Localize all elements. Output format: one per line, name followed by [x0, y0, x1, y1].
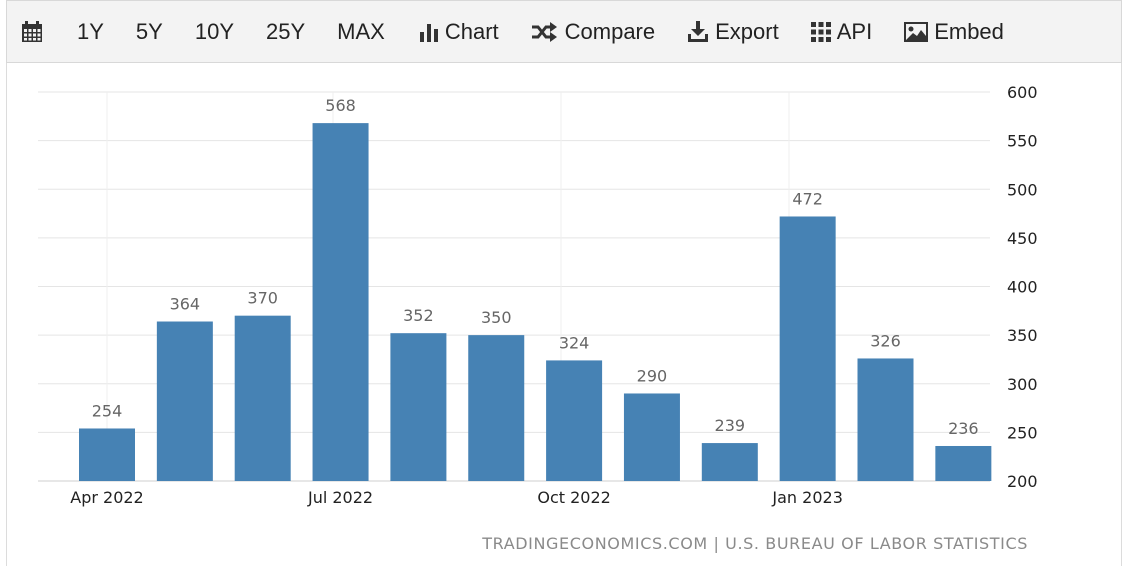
x-axis-ticks: Apr 2022 Jul 2022 Oct 2022 Jan 2023 — [70, 488, 843, 507]
data-label: 364 — [170, 295, 201, 314]
range-max-button[interactable]: MAX — [337, 18, 385, 44]
data-label: 370 — [247, 289, 278, 308]
chart-button-label: Chart — [444, 18, 499, 44]
range-5y-button[interactable]: 5Y — [135, 18, 163, 44]
x-tick-label: Oct 2022 — [537, 488, 610, 507]
bar[interactable] — [468, 335, 525, 481]
bar[interactable] — [390, 333, 447, 481]
bar-chart-icon — [419, 23, 438, 42]
y-tick-label: 350 — [1007, 326, 1038, 345]
y-tick-label: 300 — [1007, 375, 1038, 394]
bar[interactable] — [935, 445, 992, 481]
x-tick-label: Jul 2022 — [307, 488, 373, 507]
data-label: 350 — [481, 308, 512, 327]
range-1y-button[interactable]: 1Y — [77, 18, 104, 44]
bar[interactable] — [156, 321, 213, 481]
bar[interactable] — [857, 358, 914, 481]
y-tick-label: 450 — [1007, 229, 1038, 248]
source-credit: TRADINGECONOMICS.COM | U.S. BUREAU OF LA… — [482, 534, 1028, 553]
y-tick-label: 250 — [1007, 423, 1038, 442]
y-tick-label: 550 — [1007, 132, 1038, 151]
y-tick-label: 400 — [1007, 278, 1038, 297]
y-tick-label: 200 — [1007, 472, 1038, 491]
data-label: 254 — [92, 401, 123, 420]
bar[interactable] — [312, 123, 369, 482]
data-labels: 254 364 370 568 352 350 324 290 239 472 326 236 — [92, 96, 979, 438]
grid-icon — [810, 21, 831, 42]
bar[interactable] — [779, 216, 836, 482]
compare-button-label: Compare — [564, 18, 656, 44]
bar[interactable] — [623, 393, 680, 481]
data-label: 236 — [948, 419, 979, 438]
bar[interactable] — [546, 360, 603, 481]
bar[interactable] — [79, 428, 135, 481]
download-icon — [688, 20, 709, 42]
bar[interactable] — [234, 315, 291, 481]
data-label: 568 — [325, 96, 356, 115]
export-button[interactable]: Export — [687, 19, 779, 45]
data-label: 290 — [637, 366, 668, 385]
bar[interactable] — [701, 443, 758, 481]
data-label: 472 — [792, 189, 823, 208]
compare-button[interactable]: Compare — [531, 19, 655, 45]
api-button-label: API — [836, 18, 873, 44]
data-label: 326 — [870, 331, 901, 350]
chart-frame — [6, 0, 1122, 566]
api-button[interactable]: API — [810, 18, 873, 45]
shuffle-icon — [531, 21, 557, 42]
embed-button[interactable]: Embed — [904, 19, 1004, 45]
export-button-label: Export — [715, 18, 779, 44]
data-label: 324 — [559, 333, 590, 352]
bars — [79, 123, 992, 482]
image-icon — [904, 21, 929, 42]
range-10y-button[interactable]: 10Y — [194, 18, 234, 44]
y-tick-label: 500 — [1007, 180, 1038, 199]
chart-button[interactable]: Chart — [419, 19, 499, 45]
x-tick-label: Jan 2023 — [771, 488, 842, 507]
embed-button-label: Embed — [934, 18, 1004, 44]
toolbar: 1Y 5Y 10Y 25Y MAX Chart Compare Export — [6, 0, 1122, 63]
x-tick-label: Apr 2022 — [70, 488, 143, 507]
data-label: 352 — [403, 306, 434, 325]
calendar-icon[interactable] — [21, 20, 43, 43]
data-label: 239 — [715, 416, 746, 435]
y-axis-ticks: 200 250 300 350 400 450 500 550 600 — [1007, 83, 1038, 491]
range-25y-button[interactable]: 25Y — [266, 18, 306, 44]
y-tick-label: 600 — [1007, 83, 1038, 102]
